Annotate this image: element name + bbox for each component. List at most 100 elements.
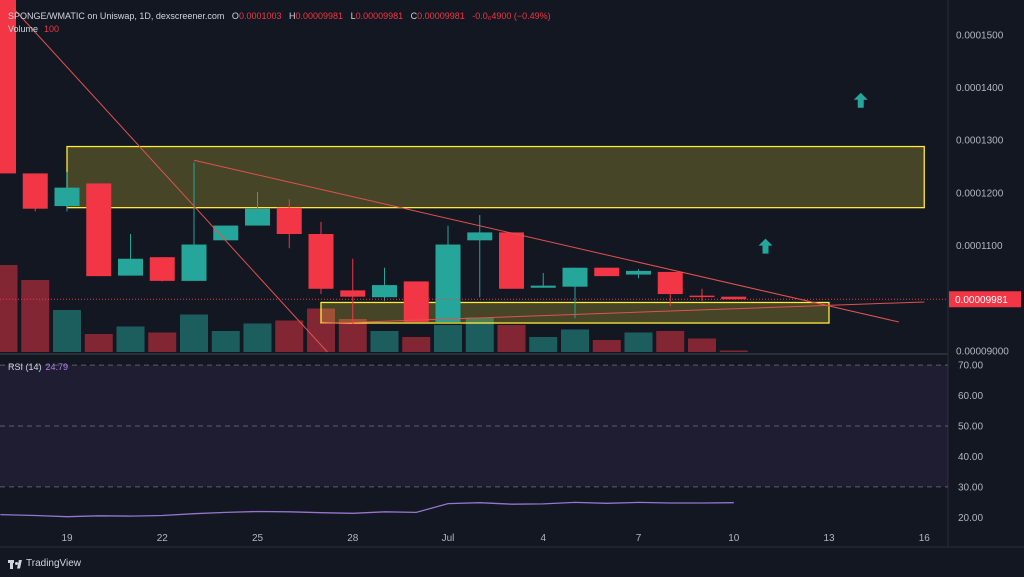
candle-body [181,244,207,281]
high-label: H [289,11,296,21]
volume-bar [592,340,621,352]
rsi-value: 24.79 [45,362,69,372]
time-tick-label: 4 [540,533,546,544]
volume-value: 100 [44,24,60,34]
volume-bar [370,331,399,352]
candle-body [245,208,270,226]
trendlines[interactable] [0,7,948,353]
candle-body [54,187,80,207]
volume-bars [0,265,748,352]
time-axis[interactable]: 19 22 25 28 Jul 4 7 10 13 16 [61,533,930,544]
candle-body [118,258,143,276]
price-tick-label: 0.0001200 [956,188,1004,199]
candle-body [22,173,48,209]
candle-body [689,295,715,298]
time-tick-label: 22 [157,533,169,544]
time-tick-label: Jul [442,533,455,544]
low-value: 0.00009981 [355,11,404,21]
volume-bar [243,323,272,352]
time-tick-label: 16 [919,533,931,544]
resistance-zone [66,145,925,209]
low-label: L [350,11,356,21]
price-axis[interactable]: 0.0001500 0.0001400 0.0001300 0.0001200 0.00… [949,30,1021,357]
time-tick-label: 19 [61,533,73,544]
time-tick-label: 13 [823,533,835,544]
last-price-tag [949,291,1021,308]
volume-bar [561,329,589,352]
trendline-3 [320,301,925,325]
time-tick-label: 25 [252,533,264,544]
volume-label: Volume [8,24,39,34]
volume-bar [434,325,462,352]
candle-body [467,232,493,241]
volume-bar [148,332,177,352]
rsi-pane[interactable] [0,364,948,518]
price-tick-label: 0.0001300 [956,136,1004,147]
rsi-tick-label: 30.00 [958,482,983,493]
candle-body [372,285,397,298]
close-value: 0.00009981 [417,11,465,21]
volume-bar [53,310,81,352]
up-arrow-icon [853,92,868,108]
candle-body [435,244,461,322]
candle-body [276,207,302,234]
time-tick-label: 10 [728,533,740,544]
volume-bar [497,325,526,352]
pair-title: SPONGE/WMATIC on Uniswap, 1D, dexscreene… [8,11,225,21]
price-tick-label: 0.0001400 [956,83,1004,94]
high-value: 0.00009981 [295,11,344,21]
candle-body [562,267,588,287]
candle-body [86,183,112,277]
open-value: 0.0001003 [238,11,282,21]
candle-body [721,296,747,300]
trendline-2 [193,159,899,323]
rsi-tick-label: 40.00 [958,452,983,463]
volume-bar [529,337,558,352]
change-value: -0.0₆4900 (−0.49%) [472,11,551,21]
volume-bar [402,337,431,352]
volume-bar [656,331,685,352]
up-arrow-icon [758,238,773,254]
volume-bar [688,338,716,352]
time-tick-label: 7 [636,533,642,544]
close-label: C [410,11,418,21]
tradingview-text: TradingView [26,558,82,569]
volume-bar [275,320,304,352]
time-tick-label: 28 [347,533,359,544]
arrows[interactable] [758,92,868,254]
volume-bar [116,326,145,352]
trendline-1 [12,7,328,353]
rsi-tick-label: 50.00 [958,422,983,433]
candle-body [626,270,651,275]
candle-body [213,225,239,241]
tradingview-icon [8,559,22,569]
rsi-label: RSI (14) [8,362,42,372]
candle-body [403,281,429,322]
volume-bar [0,265,18,352]
price-tick-label: 0.0001500 [956,30,1004,41]
volume-bar [21,280,50,352]
candle-body [657,271,683,295]
rsi-band [0,365,948,487]
volume-bar [211,331,240,352]
volume-bar [84,334,113,352]
candle-body [499,232,524,289]
candle-body [340,290,366,297]
price-tick-label: 0.0001100 [956,241,1003,252]
candle-body [530,285,556,288]
volume-bar [180,314,208,352]
grid [0,0,1024,548]
rsi-axis[interactable]: 70.00 60.00 50.00 40.00 30.00 20.00 [958,361,983,524]
rsi-legend: RSI (14) 24.79 [8,361,68,373]
candle-body [308,233,334,289]
volume-legend: Volume 100 [8,23,59,35]
tradingview-logo[interactable]: TradingView [8,557,81,571]
rsi-tick-label: 20.00 [958,513,983,524]
price-tick-label: 0.00009000 [956,346,1009,357]
volume-bar [338,319,367,352]
candle-body [0,0,16,174]
rsi-tick-label: 70.00 [958,361,983,372]
candle-body [149,257,175,281]
candle-body [594,267,620,277]
